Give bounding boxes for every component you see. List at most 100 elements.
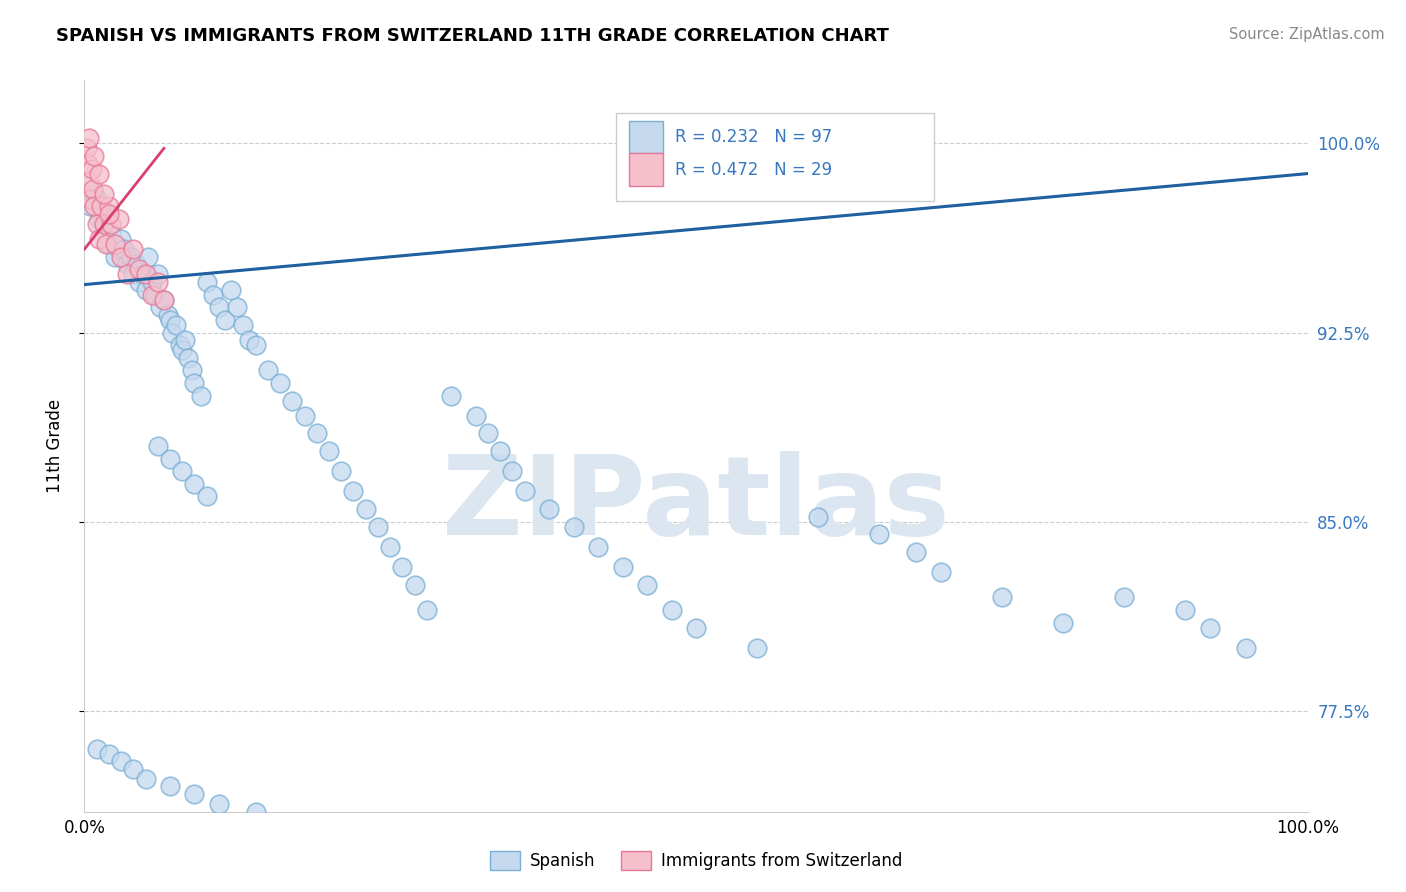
Point (77, 156, 100, 170)
Point (190, 388, 212, 402)
Point (172, 464, 194, 478)
Point (330, 464, 353, 478)
FancyBboxPatch shape (628, 120, 664, 153)
Point (807, 509, 830, 524)
FancyBboxPatch shape (616, 113, 935, 201)
Point (135, 268, 157, 282)
Point (104, 237, 127, 252)
Point (232, 318, 254, 332)
Point (1052, 615, 1074, 630)
Point (97, 747, 120, 761)
Point (110, 250, 132, 264)
Point (181, 363, 204, 377)
Point (226, 300, 249, 314)
Point (135, 283, 157, 297)
Point (146, 439, 169, 453)
Point (153, 293, 176, 307)
Point (79, 192, 101, 206)
Point (91, 217, 114, 231)
Point (391, 560, 413, 574)
Point (562, 519, 585, 533)
Point (513, 484, 536, 499)
Point (110, 232, 132, 246)
Legend: Spanish, Immigrants from Switzerland: Spanish, Immigrants from Switzerland (484, 844, 908, 877)
Point (183, 787, 205, 801)
Point (107, 242, 129, 256)
Point (83, 199, 105, 213)
Point (115, 268, 138, 282)
Point (79, 199, 101, 213)
Point (245, 805, 267, 819)
Point (177, 351, 200, 365)
Point (82, 182, 104, 196)
Point (97, 237, 120, 252)
Point (83, 149, 105, 163)
Point (153, 293, 176, 307)
Point (201, 287, 224, 301)
Point (100, 225, 122, 239)
Point (104, 250, 127, 264)
Text: Source: ZipAtlas.com: Source: ZipAtlas.com (1229, 27, 1385, 42)
Point (1236, 640, 1258, 655)
Point (165, 318, 187, 332)
Point (159, 780, 181, 794)
Point (294, 409, 316, 423)
Point (159, 451, 181, 466)
Point (112, 242, 135, 256)
Point (110, 754, 132, 768)
Point (269, 376, 291, 390)
Point (214, 313, 236, 327)
Point (489, 444, 512, 458)
Point (245, 338, 267, 352)
Point (612, 560, 634, 574)
Point (905, 545, 928, 559)
Point (685, 621, 707, 635)
Point (159, 313, 181, 327)
Point (354, 502, 377, 516)
Point (80, 161, 103, 176)
Point (107, 212, 129, 227)
Point (132, 268, 155, 282)
Text: SPANISH VS IMMIGRANTS FROM SWITZERLAND 11TH GRADE CORRELATION CHART: SPANISH VS IMMIGRANTS FROM SWITZERLAND 1… (56, 27, 889, 45)
Point (86, 741, 108, 756)
Point (96, 207, 118, 221)
Y-axis label: 11th Grade: 11th Grade (45, 399, 63, 493)
Point (83, 186, 105, 201)
Point (1198, 621, 1220, 635)
Point (169, 338, 191, 352)
Point (183, 376, 205, 390)
Point (195, 490, 218, 504)
Point (93, 186, 115, 201)
Point (502, 464, 524, 478)
Point (87, 232, 110, 246)
Point (208, 300, 231, 314)
Point (183, 476, 205, 491)
Point (219, 283, 242, 297)
Point (747, 640, 769, 655)
Point (380, 540, 402, 554)
Point (128, 262, 150, 277)
Point (318, 444, 340, 458)
Point (342, 484, 364, 499)
Text: R = 0.232   N = 97: R = 0.232 N = 97 (675, 128, 832, 145)
Text: ZIPatlas: ZIPatlas (441, 451, 950, 558)
Point (122, 242, 145, 256)
Point (869, 527, 891, 541)
Point (120, 250, 142, 264)
Point (404, 578, 426, 592)
Point (464, 409, 486, 423)
Point (367, 519, 389, 533)
Point (136, 250, 159, 264)
Point (661, 603, 683, 617)
Point (87, 212, 110, 227)
Point (149, 300, 172, 314)
Point (162, 326, 184, 340)
Point (146, 268, 169, 282)
Text: R = 0.472   N = 29: R = 0.472 N = 29 (675, 161, 832, 179)
Point (141, 275, 163, 289)
Point (86, 192, 108, 206)
Point (128, 275, 150, 289)
Point (96, 237, 118, 252)
Point (238, 333, 260, 347)
Point (93, 217, 115, 231)
